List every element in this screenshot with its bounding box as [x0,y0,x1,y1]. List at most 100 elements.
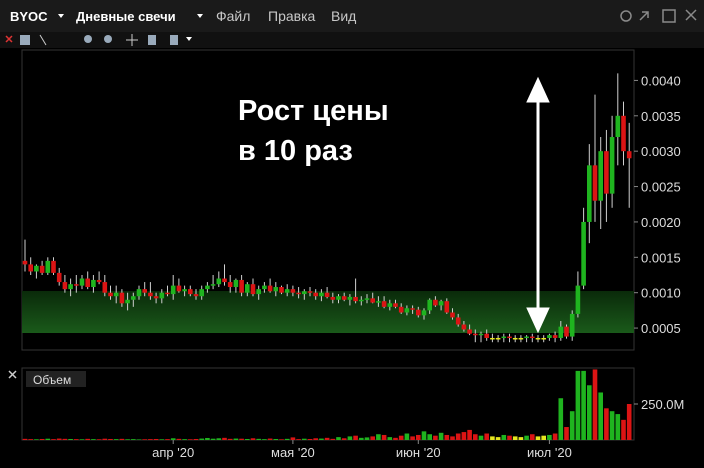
volume-bar [108,438,113,440]
volume-bar [455,433,461,440]
volume-bar [279,439,284,440]
volume-bar [125,439,130,440]
volume-bar [296,439,301,440]
volume-bar [68,438,73,440]
volume-bar [216,438,222,440]
volume-bar [39,438,45,440]
candle-body [68,284,73,290]
volume-bar [239,438,244,440]
volume-bar [507,435,512,440]
candle-body [62,282,68,290]
candle-body [558,326,564,338]
volume-bar [501,434,507,440]
candle-body [552,335,558,338]
candle-body [455,317,461,325]
candle-body [450,312,455,318]
candle-body [330,296,336,300]
candle-body [182,289,187,292]
volume-bar [581,370,586,440]
menu-item[interactable]: Файл [216,8,250,24]
candle-body [569,313,575,337]
volume-bar [210,438,216,440]
volume-bar [495,437,501,440]
x-tick-label: июн '20 [396,445,441,460]
candle-body [262,285,267,290]
menu-item[interactable]: Вид [331,8,356,24]
volume-bar [205,437,210,440]
dropdown-arrow[interactable] [58,14,64,18]
volume-bar [273,438,279,440]
candle-body [91,279,96,288]
candle-body [592,165,598,201]
candle-body [74,284,79,286]
candle-body [176,285,182,292]
title-bar [0,0,704,32]
period[interactable]: Дневные свечи [76,9,176,24]
volume-bar [142,439,147,440]
candle-body [279,287,284,293]
volume-bar [324,437,330,440]
candle-body [478,333,484,336]
y-tick-label: 0.0010 [641,286,681,301]
candle-body [433,299,438,306]
volume-bar [131,439,136,440]
window-icons[interactable] [620,9,697,23]
volume-bar [552,433,558,440]
candle-body [473,333,478,336]
candle-body [131,296,136,300]
candle-body [273,287,279,292]
volume-bar [170,438,176,440]
candle-body [199,289,204,297]
candle-body [51,260,56,273]
annotation: в 10 раз [238,135,353,167]
volume-bar [262,439,267,440]
candle-body [227,282,233,288]
candle-body [347,296,353,300]
candle-body [39,265,45,273]
volume-bar [518,437,524,440]
y-tick-label: 0.0040 [641,73,681,88]
volume-bar [558,398,564,440]
candle-body [495,337,501,340]
candle-body [341,296,347,300]
candle-body [398,306,404,313]
symbol[interactable]: BYOC [10,9,48,24]
candle-body [96,279,102,283]
candle-body [193,294,199,297]
volume-bar [302,438,307,440]
candle-body [239,279,244,293]
candle-body [484,333,489,338]
candle-body [547,335,552,338]
candle-body [381,301,387,307]
candle-body [45,260,51,273]
candle-body [34,265,39,272]
volume-bar [119,438,125,440]
candle-body [393,303,398,307]
volume-bar [535,436,541,440]
annotation: Рост цены [238,95,389,127]
volume-bar [91,439,96,440]
volume-bar [370,436,375,440]
candle-body [512,337,518,340]
volume-bar [387,437,393,440]
x-tick-label: апр '20 [152,445,194,460]
volume-bar [587,385,592,440]
dropdown-arrow[interactable] [197,14,203,18]
volume-bar [193,438,199,440]
volume-bar [51,439,56,440]
candle-body [518,337,524,340]
tool-icons[interactable] [5,34,192,46]
candle-body [302,291,307,295]
volume-bar [153,438,159,440]
volume-bar [598,392,603,440]
volume-bar [547,434,552,440]
volume-bar [541,435,546,440]
volume-bar [62,438,68,440]
menu-item[interactable]: Правка [268,8,316,24]
candle-body [410,308,415,310]
volume-bar [222,437,227,440]
volume-bar [188,439,193,440]
volume-bar [336,437,341,440]
close-pane[interactable] [8,370,17,379]
